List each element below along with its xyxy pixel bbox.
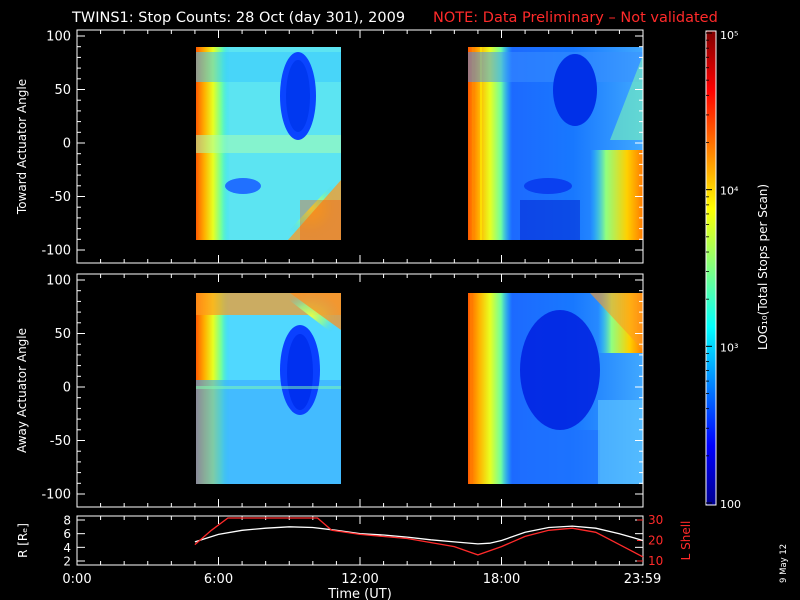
colorbar-tick-label: 10⁴ bbox=[720, 185, 739, 198]
middle-ytick-label: -50 bbox=[50, 434, 71, 449]
l-shell-line bbox=[194, 517, 644, 558]
bottom-ylabel: R [Rₑ] bbox=[16, 523, 30, 558]
top-ytick-label: -50 bbox=[50, 190, 71, 205]
preliminary-note: NOTE: Data Preliminary – Not validated bbox=[433, 10, 718, 26]
bottom-ytick-label: 6 bbox=[63, 527, 71, 541]
middle-ytick-label: 0 bbox=[63, 381, 71, 396]
bottom-ytick-label: 2 bbox=[63, 555, 71, 569]
x-tick-label: 12:00 bbox=[341, 572, 378, 587]
middle-heatmap-block-2 bbox=[468, 293, 643, 484]
x-tick-label: 18:00 bbox=[483, 572, 520, 587]
colorbar bbox=[705, 30, 717, 506]
x-tick-label: 0:00 bbox=[62, 572, 91, 587]
top-heatmap-block-2 bbox=[468, 47, 643, 240]
colorbar-ticks: 10⁵ 10⁴ 10³ 100 bbox=[706, 29, 741, 511]
middle-ytick-label: 50 bbox=[54, 327, 71, 342]
date-stamp: 9 May 12 bbox=[779, 544, 789, 583]
bottom-ytick-label: 8 bbox=[63, 514, 71, 528]
colorbar-tick-label: 10⁵ bbox=[720, 29, 738, 42]
middle-ytick-label: -100 bbox=[41, 488, 71, 503]
figure-title: TWINS1: Stop Counts: 28 Oct (day 301), 2… bbox=[71, 10, 405, 26]
x-tick-label: 23:59 bbox=[624, 572, 661, 587]
x-tick-label: 6:00 bbox=[204, 572, 233, 587]
bottom-right-ytick-label: 10 bbox=[648, 554, 663, 568]
x-axis-label: Time (UT) bbox=[327, 587, 392, 600]
top-heatmap-block-1 bbox=[196, 47, 341, 240]
bottom-right-ytick-label: 20 bbox=[648, 534, 663, 548]
radial-distance-line bbox=[194, 525, 644, 545]
bottom-ytick-label: 4 bbox=[63, 541, 71, 555]
top-ytick-label: 100 bbox=[46, 30, 71, 45]
middle-heatmap-block-1 bbox=[196, 293, 341, 484]
colorbar-label: LOG₁₀(Total Stops per Scan) bbox=[756, 184, 770, 350]
middle-ytick-label: 100 bbox=[46, 274, 71, 289]
colorbar-tick-label: 10³ bbox=[720, 341, 738, 354]
middle-heatmap-panel bbox=[196, 293, 643, 484]
middle-ylabel: Away Actuator Angle bbox=[15, 328, 29, 453]
top-ylabel: Toward Actuator Angle bbox=[15, 79, 29, 215]
top-ytick-label: 50 bbox=[54, 83, 71, 98]
colorbar-tick-label: 100 bbox=[720, 498, 741, 511]
bottom-right-ytick-label: 30 bbox=[648, 513, 663, 527]
top-ytick-label: -100 bbox=[41, 244, 71, 259]
orbit-lines-layer bbox=[194, 517, 644, 558]
bottom-right-ylabel: L Shell bbox=[679, 521, 693, 561]
top-heatmap-panel bbox=[196, 47, 643, 240]
top-ytick-label: 0 bbox=[63, 137, 71, 152]
